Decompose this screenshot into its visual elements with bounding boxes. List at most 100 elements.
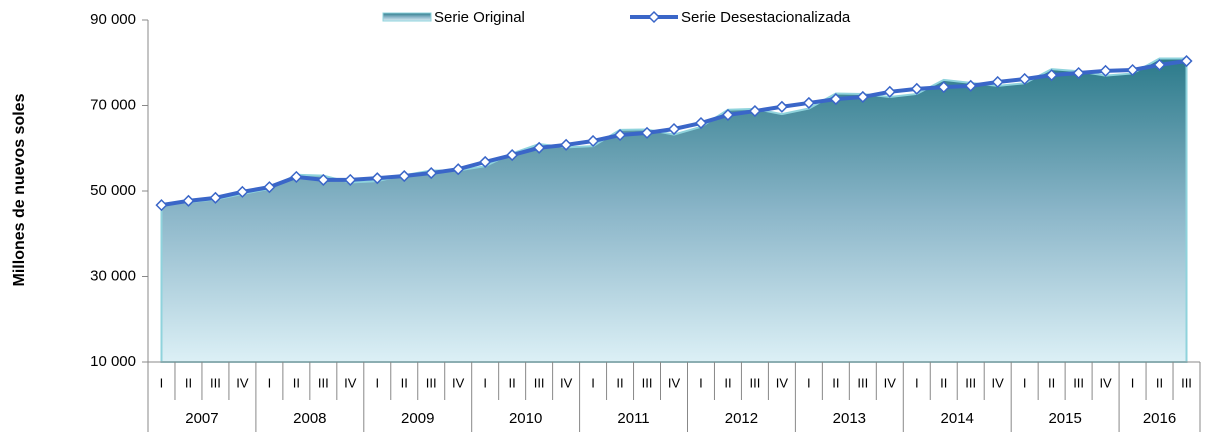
y-tick-label: 10 000 <box>90 353 136 370</box>
marker <box>1180 54 1193 68</box>
y-tick-label: 70 000 <box>90 96 136 113</box>
marker <box>748 104 761 118</box>
marker <box>883 85 896 98</box>
x-tick-label: II <box>509 375 516 390</box>
year-label: 2007 <box>185 410 218 427</box>
x-tick-label: II <box>616 375 623 390</box>
x-tick-label: I <box>807 375 811 390</box>
y-axis-label: Millones de nuevos soles <box>11 93 28 286</box>
year-label: 2010 <box>509 410 542 427</box>
x-tick-label: IV <box>1099 375 1112 390</box>
x-tick-label: II <box>940 375 947 390</box>
x-tick-label: III <box>534 375 545 390</box>
marker <box>452 163 465 176</box>
x-tick-label: II <box>293 375 300 390</box>
x-tick-label: IV <box>452 375 465 390</box>
marker <box>964 79 977 92</box>
x-tick-label: III <box>426 375 437 390</box>
marker <box>694 116 708 130</box>
marker <box>1072 66 1085 80</box>
x-tick-label: I <box>1023 375 1027 390</box>
x-tick-label: II <box>1156 375 1163 390</box>
x-tick-label: III <box>857 375 868 390</box>
marker <box>937 81 950 94</box>
x-tick-label: III <box>318 375 329 390</box>
marker <box>667 122 681 136</box>
marker <box>263 181 276 194</box>
legend-label: Serie Original <box>434 9 525 26</box>
marker <box>1018 72 1031 86</box>
x-tick-label: I <box>699 375 703 390</box>
marker <box>560 138 573 151</box>
marker <box>1045 69 1058 82</box>
x-tick-label: II <box>401 375 408 390</box>
x-tick-label: II <box>1048 375 1055 390</box>
marker <box>587 134 600 148</box>
marker <box>775 100 788 113</box>
marker <box>182 194 195 207</box>
marker <box>398 169 411 183</box>
legend-swatch <box>382 12 432 22</box>
x-tick-label: I <box>160 375 164 390</box>
y-tick-label: 90 000 <box>90 11 136 28</box>
marker <box>1099 64 1112 77</box>
x-tick-label: IV <box>236 375 249 390</box>
x-tick-label: III <box>210 375 221 390</box>
x-tick-label: IV <box>992 375 1005 390</box>
marker <box>506 149 519 162</box>
legend-marker <box>647 10 661 24</box>
area <box>160 57 1188 363</box>
x-tick-label: II <box>724 375 731 390</box>
marker <box>721 108 735 121</box>
marker <box>425 166 438 180</box>
marker <box>856 90 869 104</box>
x-tick-label: III <box>1073 375 1084 390</box>
marker <box>613 128 627 142</box>
marker <box>640 126 654 139</box>
year-label: 2013 <box>833 410 866 427</box>
x-tick-label: I <box>268 375 272 390</box>
marker <box>290 170 303 183</box>
x-tick-label: I <box>915 375 919 390</box>
year-label: 2008 <box>293 410 326 427</box>
year-label: 2012 <box>725 410 758 427</box>
x-tick-label: III <box>965 375 976 390</box>
x-tick-label: IV <box>776 375 789 390</box>
x-tick-label: III <box>1181 375 1192 390</box>
marker <box>533 141 546 154</box>
y-tick-label: 30 000 <box>90 267 136 284</box>
year-label: 2015 <box>1048 410 1081 427</box>
x-tick-label: IV <box>344 375 357 390</box>
marker <box>236 185 249 198</box>
marker <box>1153 58 1166 71</box>
marker <box>344 173 357 186</box>
x-tick-label: II <box>185 375 192 390</box>
x-tick-label: I <box>1131 375 1135 390</box>
marker <box>479 155 492 168</box>
marker <box>991 75 1004 89</box>
x-tick-label: IV <box>560 375 573 390</box>
marker <box>209 191 222 204</box>
x-tick-label: II <box>832 375 839 390</box>
x-tick-label: I <box>375 375 379 390</box>
marker <box>317 173 330 186</box>
marker <box>155 199 168 212</box>
year-label: 2009 <box>401 410 434 427</box>
x-tick-label: IV <box>884 375 897 390</box>
x-tick-label: I <box>591 375 595 390</box>
x-tick-label: I <box>483 375 487 390</box>
year-label: 2014 <box>941 410 974 427</box>
marker <box>371 172 384 185</box>
y-tick-label: 50 000 <box>90 182 136 199</box>
year-label: 2011 <box>617 410 649 427</box>
marker <box>1126 63 1139 77</box>
marker <box>910 82 923 95</box>
year-label: 2016 <box>1143 410 1176 427</box>
x-tick-label: III <box>642 375 653 390</box>
x-tick-label: III <box>750 375 761 390</box>
marker <box>829 93 842 106</box>
x-tick-label: IV <box>668 375 681 390</box>
marker <box>802 96 815 109</box>
legend-label: Serie Desestacionalizada <box>681 9 851 26</box>
